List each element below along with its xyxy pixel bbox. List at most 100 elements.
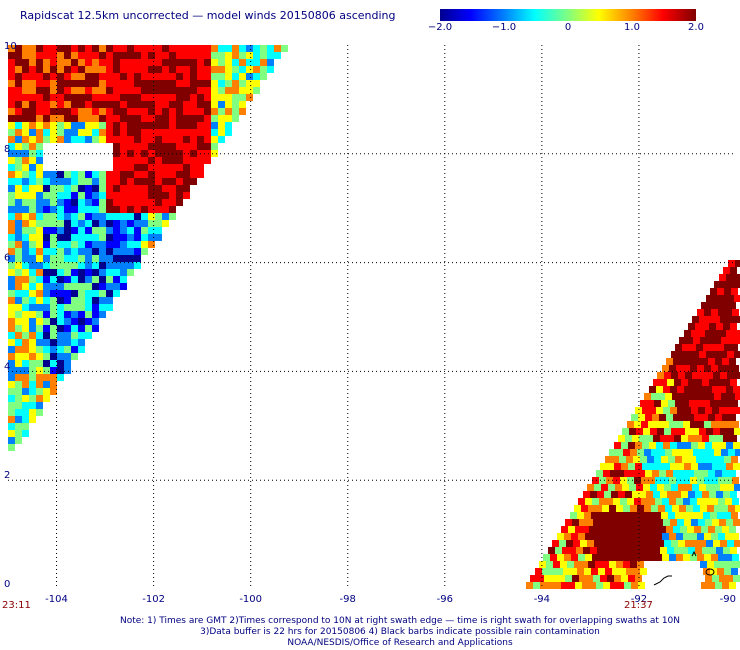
swath-cell xyxy=(649,407,656,414)
swath-cell xyxy=(15,332,22,339)
swath-cell xyxy=(29,234,36,241)
swath-cell xyxy=(15,318,22,325)
swath-cell xyxy=(99,304,106,311)
swath-cell xyxy=(43,276,50,283)
swath-cell xyxy=(711,498,718,505)
swath-cell xyxy=(689,456,696,463)
swath-cell xyxy=(120,143,127,150)
swath-cell xyxy=(29,388,36,395)
swath-cell xyxy=(162,122,169,129)
swath-cell xyxy=(624,582,631,589)
swath-cell xyxy=(587,540,594,547)
swath-cell xyxy=(78,318,85,325)
swath-cell xyxy=(711,421,718,428)
swath-cell xyxy=(43,52,50,59)
swath-cell xyxy=(688,379,695,386)
swath-cell xyxy=(148,157,155,164)
swath-cell xyxy=(43,87,50,94)
swath-cell xyxy=(588,505,595,512)
swath-cell xyxy=(211,80,218,87)
swath-cell xyxy=(92,311,99,318)
swath-cell xyxy=(29,59,36,66)
swath-cell xyxy=(728,561,735,568)
swath-cell xyxy=(120,269,127,276)
swath-cell xyxy=(64,262,71,269)
swath-cell xyxy=(651,505,658,512)
swath-cell xyxy=(127,164,134,171)
swath-cell xyxy=(22,115,29,122)
swath-cell xyxy=(15,171,22,178)
swath-cell xyxy=(127,269,134,276)
swath-cell xyxy=(127,241,134,248)
swath-cell xyxy=(663,386,670,393)
swath-cell xyxy=(197,87,204,94)
swath-cell xyxy=(733,386,740,393)
swath-cell xyxy=(29,115,36,122)
swath-cell xyxy=(169,185,176,192)
swath-cell xyxy=(246,52,253,59)
swath-cell xyxy=(610,582,617,589)
swath-cell xyxy=(723,547,730,554)
swath-cell xyxy=(735,260,740,267)
swath-cell xyxy=(85,241,92,248)
swath-cell xyxy=(689,512,696,519)
swath-cell xyxy=(655,498,662,505)
swath-cell xyxy=(85,80,92,87)
swath-cell xyxy=(526,582,533,589)
swath-cell xyxy=(43,374,50,381)
swath-cell xyxy=(155,220,162,227)
swath-cell xyxy=(730,267,737,274)
swath-cell xyxy=(653,379,660,386)
swath-cell xyxy=(225,101,232,108)
swath-cell xyxy=(141,87,148,94)
swath-cell xyxy=(8,115,15,122)
swath-cell xyxy=(36,234,43,241)
swath-cell xyxy=(169,59,176,66)
swath-cell xyxy=(721,337,728,344)
swath-cell xyxy=(99,101,106,108)
swath-cell xyxy=(22,94,29,101)
swath-cell xyxy=(120,220,127,227)
swath-cell xyxy=(29,192,36,199)
swath-cell xyxy=(134,234,141,241)
swath-cell xyxy=(638,526,645,533)
swath-cell xyxy=(134,262,141,269)
swath-cell xyxy=(85,297,92,304)
swath-cell xyxy=(29,297,36,304)
swath-cell xyxy=(22,416,29,423)
swath-cell xyxy=(36,178,43,185)
swath-cell xyxy=(71,185,78,192)
swath-cell xyxy=(99,213,106,220)
swath-cell xyxy=(589,582,596,589)
swath-cell xyxy=(190,178,197,185)
swath-cell xyxy=(675,456,682,463)
swath-cell xyxy=(127,192,134,199)
swath-cell xyxy=(78,213,85,220)
swath-cell xyxy=(99,199,106,206)
swath-cell xyxy=(99,136,106,143)
swath-cell xyxy=(656,442,663,449)
swath-cell xyxy=(78,220,85,227)
swath-cell xyxy=(71,129,78,136)
swath-cell xyxy=(92,122,99,129)
swath-cell xyxy=(713,484,720,491)
swath-cell xyxy=(43,311,50,318)
swath-cell xyxy=(709,379,716,386)
swath-cell xyxy=(719,274,726,281)
swath-cell xyxy=(708,358,715,365)
swath-cell xyxy=(85,66,92,73)
swath-cell xyxy=(682,400,689,407)
swath-cell xyxy=(642,442,649,449)
swath-cell xyxy=(15,94,22,101)
swath-cell xyxy=(106,248,113,255)
swath-cell xyxy=(610,470,617,477)
swath-cell xyxy=(57,94,64,101)
swath-cell xyxy=(162,59,169,66)
swath-cell xyxy=(85,87,92,94)
swath-cell xyxy=(155,150,162,157)
swath-cell xyxy=(686,449,693,456)
swath-cell xyxy=(211,66,218,73)
swath-cell xyxy=(127,87,134,94)
swath-cell xyxy=(607,575,614,582)
swath-cell xyxy=(57,234,64,241)
